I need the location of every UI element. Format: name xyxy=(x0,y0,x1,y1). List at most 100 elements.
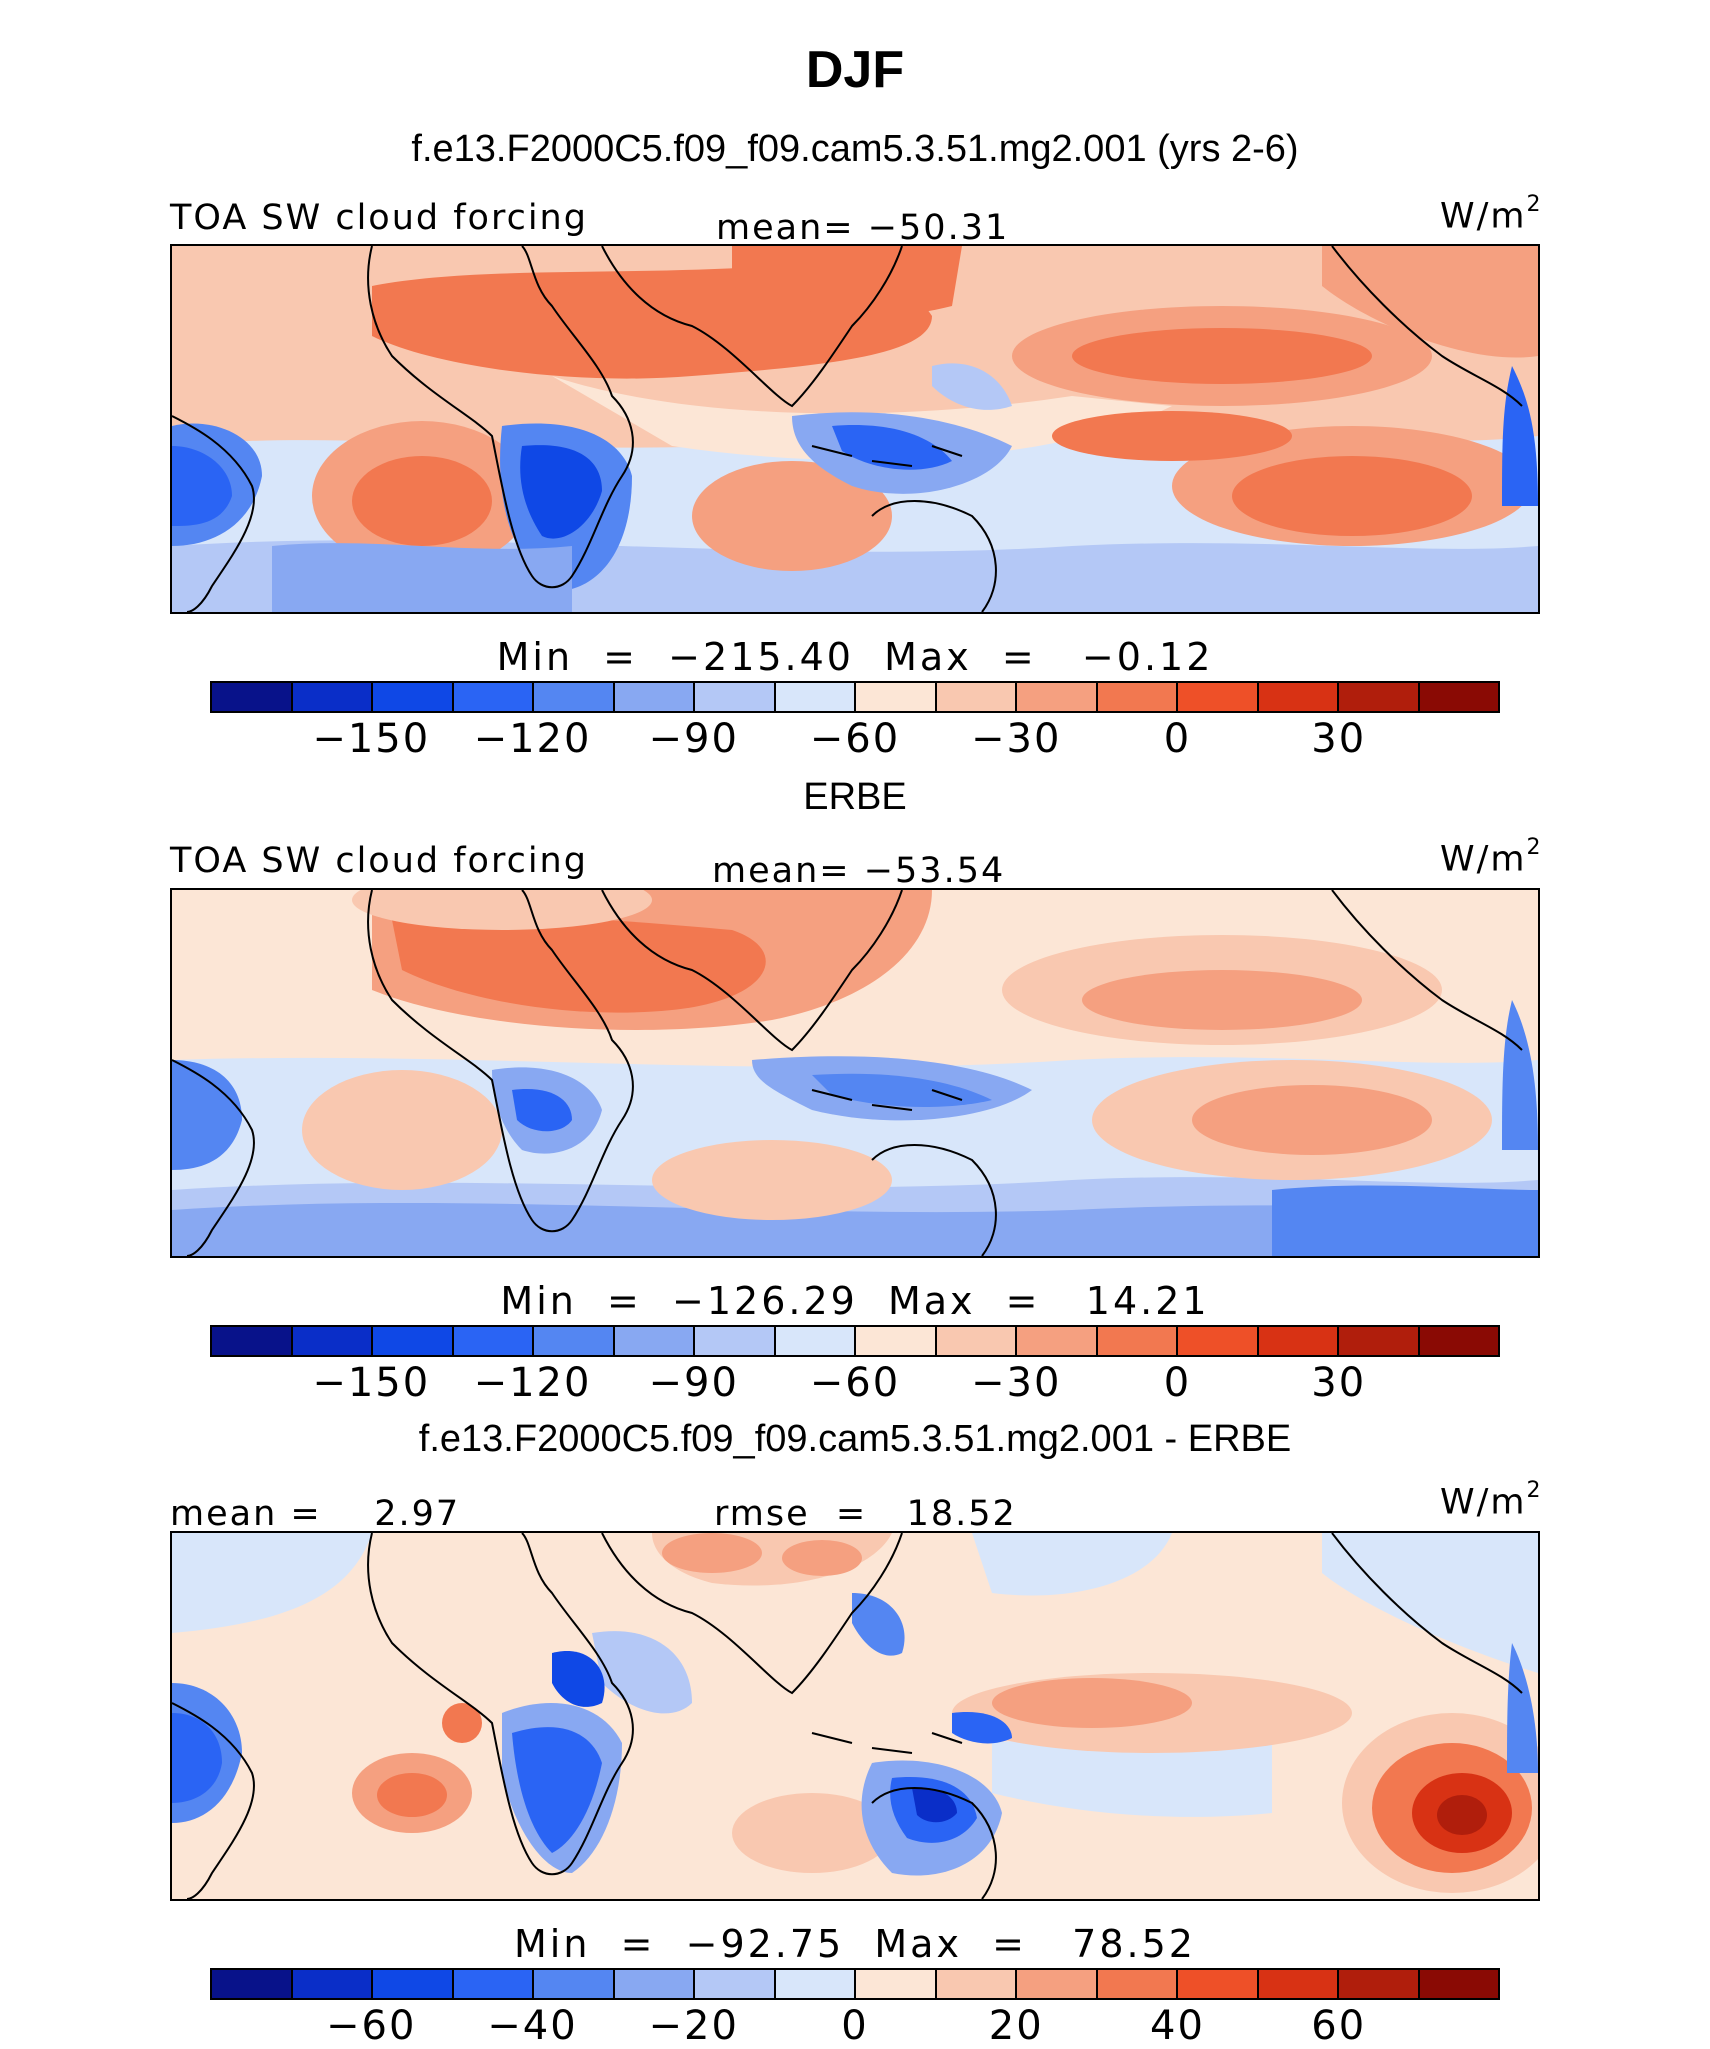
colorbar-tick-label: 60 xyxy=(1311,2003,1367,2049)
panel-2-units-exponent: 2 xyxy=(1526,835,1543,860)
panel-2-variable-label: TOA SW cloud forcing xyxy=(170,841,588,881)
panel-1-map xyxy=(170,244,1540,614)
colorbar-swatch xyxy=(775,683,856,711)
colorbar-swatch xyxy=(1097,1970,1178,1998)
colorbar-swatch xyxy=(1419,1327,1498,1355)
colorbar-swatch xyxy=(856,1970,937,1998)
colorbar-swatch xyxy=(1017,683,1098,711)
colorbar-swatch xyxy=(212,683,293,711)
panel-3-units-exponent: 2 xyxy=(1526,1478,1543,1503)
panel-1-units: W/m2 xyxy=(1440,192,1543,237)
colorbar-swatch xyxy=(695,1970,776,1998)
panel-2-section-title: ERBE xyxy=(803,776,907,818)
colorbar-tick-label: −30 xyxy=(971,1360,1062,1406)
panel-3-units: W/m2 xyxy=(1440,1478,1543,1523)
colorbar-tick-label: 30 xyxy=(1311,716,1367,762)
colorbar-swatch xyxy=(453,683,534,711)
colorbar-tick-label: −150 xyxy=(312,716,431,762)
colorbar-swatch xyxy=(936,683,1017,711)
panel-1-colorbar xyxy=(210,681,1500,713)
colorbar-swatch xyxy=(1097,1327,1178,1355)
colorbar-swatch xyxy=(1178,683,1259,711)
colorbar-swatch xyxy=(1419,683,1498,711)
colorbar-swatch xyxy=(856,1327,937,1355)
colorbar-swatch xyxy=(775,1327,856,1355)
colorbar-swatch xyxy=(1258,1327,1339,1355)
colorbar-swatch xyxy=(453,1970,534,1998)
colorbar-swatch xyxy=(936,1327,1017,1355)
panel-3-units-base: W/m xyxy=(1440,1482,1527,1523)
panel-2-contour-field xyxy=(172,890,1538,1256)
colorbar-tick-label: −120 xyxy=(473,1360,592,1406)
colorbar-swatch xyxy=(373,683,454,711)
colorbar-tick-label: −60 xyxy=(809,716,901,762)
colorbar-tick-label: −120 xyxy=(473,716,592,762)
colorbar-swatch xyxy=(695,683,776,711)
panel-1-units-base: W/m xyxy=(1440,196,1527,237)
panel-1-mean-label: mean= −50.31 xyxy=(716,208,1010,248)
colorbar-swatch xyxy=(1178,1327,1259,1355)
colorbar-swatch xyxy=(1339,1327,1420,1355)
panel-3-rmse-label: rmse = 18.52 xyxy=(714,1494,1017,1534)
colorbar-swatch xyxy=(614,683,695,711)
figure-title: DJF xyxy=(805,41,905,99)
panel-1-contour-field xyxy=(172,246,1538,612)
panel-3-min-max: Min = −92.75 Max = 78.52 xyxy=(514,1922,1196,1966)
panel-3-mean-label: mean = 2.97 xyxy=(170,1494,461,1534)
colorbar-tick-label: −150 xyxy=(312,1360,431,1406)
colorbar-swatch xyxy=(936,1970,1017,1998)
colorbar-swatch xyxy=(1178,1970,1259,1998)
colorbar-swatch xyxy=(373,1970,454,1998)
colorbar-swatch xyxy=(212,1327,293,1355)
colorbar-swatch xyxy=(292,1970,373,1998)
colorbar-tick-label: −30 xyxy=(971,716,1062,762)
colorbar-swatch xyxy=(1017,1327,1098,1355)
colorbar-swatch xyxy=(856,683,937,711)
panel-2-map xyxy=(170,888,1540,1258)
colorbar-tick-label: −60 xyxy=(809,1360,901,1406)
colorbar-swatch xyxy=(1339,1970,1420,1998)
colorbar-swatch xyxy=(775,1970,856,1998)
panel-1-units-exponent: 2 xyxy=(1526,192,1543,217)
colorbar-swatch xyxy=(1097,683,1178,711)
panel-2-units-base: W/m xyxy=(1440,839,1527,880)
colorbar-tick-label: 0 xyxy=(1163,1360,1192,1406)
panel-2-colorbar xyxy=(210,1325,1500,1357)
colorbar-tick-label: 0 xyxy=(1163,716,1192,762)
panel-3-colorbar xyxy=(210,1968,1500,2000)
colorbar-swatch xyxy=(1258,1970,1339,1998)
colorbar-swatch xyxy=(453,1327,534,1355)
colorbar-swatch xyxy=(614,1970,695,1998)
colorbar-swatch xyxy=(1419,1970,1498,1998)
panel-1-min-max: Min = −215.40 Max = −0.12 xyxy=(496,635,1214,679)
colorbar-swatch xyxy=(614,1327,695,1355)
colorbar-swatch xyxy=(534,683,615,711)
colorbar-tick-label: −60 xyxy=(326,2003,417,2049)
panel-3-contour-field xyxy=(172,1533,1538,1899)
panel-1-variable-label: TOA SW cloud forcing xyxy=(170,198,588,238)
colorbar-tick-label: 40 xyxy=(1150,2003,1205,2049)
panel-1-section-title: f.e13.F2000C5.f09_f09.cam5.3.51.mg2.001 … xyxy=(411,128,1299,170)
colorbar-swatch xyxy=(373,1327,454,1355)
colorbar-swatch xyxy=(212,1970,293,1998)
colorbar-tick-label: −90 xyxy=(648,1360,739,1406)
colorbar-tick-label: 20 xyxy=(988,2003,1044,2049)
colorbar-swatch xyxy=(1017,1970,1098,1998)
panel-2-units: W/m2 xyxy=(1440,835,1543,880)
colorbar-swatch xyxy=(534,1970,615,1998)
colorbar-tick-label: 30 xyxy=(1311,1360,1367,1406)
colorbar-tick-label: −90 xyxy=(648,716,739,762)
colorbar-swatch xyxy=(695,1327,776,1355)
panel-2-mean-label: mean= −53.54 xyxy=(712,851,1006,891)
colorbar-tick-label: 0 xyxy=(841,2003,869,2049)
colorbar-tick-label: −20 xyxy=(648,2003,739,2049)
panel-3-section-title: f.e13.F2000C5.f09_f09.cam5.3.51.mg2.001 … xyxy=(418,1418,1292,1460)
colorbar-swatch xyxy=(534,1327,615,1355)
panel-2-min-max: Min = −126.29 Max = 14.21 xyxy=(500,1279,1210,1323)
colorbar-swatch xyxy=(292,683,373,711)
colorbar-swatch xyxy=(1339,683,1420,711)
colorbar-swatch xyxy=(1258,683,1339,711)
colorbar-swatch xyxy=(292,1327,373,1355)
panel-3-map xyxy=(170,1531,1540,1901)
colorbar-tick-label: −40 xyxy=(487,2003,578,2049)
